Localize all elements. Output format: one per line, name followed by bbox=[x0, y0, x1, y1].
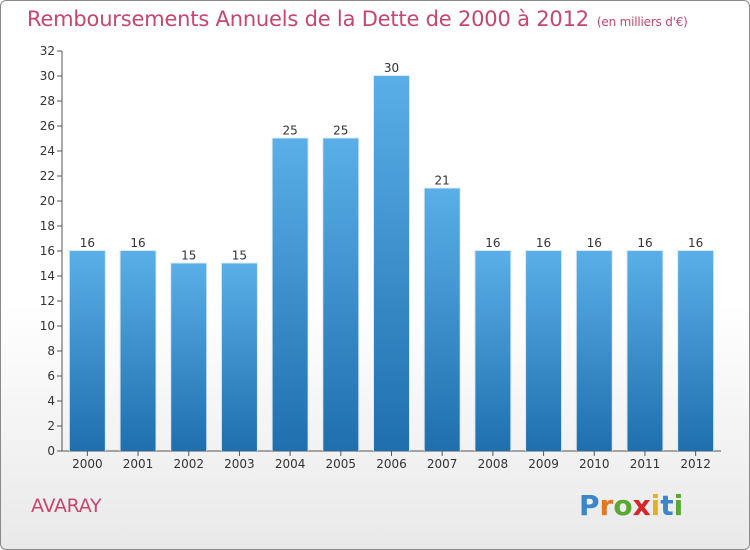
y-tick-label: 24 bbox=[40, 144, 55, 158]
bar-value-label: 16 bbox=[80, 236, 95, 250]
logo-letter: r bbox=[599, 489, 614, 522]
y-tick-label: 28 bbox=[40, 94, 55, 108]
logo-letter: P bbox=[579, 489, 600, 522]
bar bbox=[120, 251, 156, 451]
x-tick-label: 2008 bbox=[478, 457, 509, 471]
x-tick-label: 2011 bbox=[630, 457, 661, 471]
y-tick-label: 12 bbox=[40, 294, 55, 308]
y-tick-label: 8 bbox=[47, 344, 55, 358]
x-tick-label: 2007 bbox=[427, 457, 458, 471]
bar bbox=[678, 251, 714, 451]
y-tick-label: 6 bbox=[47, 369, 55, 383]
x-tick-label: 2000 bbox=[72, 457, 103, 471]
logo-letter: i bbox=[650, 489, 661, 522]
bar-value-label: 25 bbox=[282, 124, 297, 138]
bar-value-label: 16 bbox=[587, 236, 602, 250]
bar bbox=[272, 138, 308, 451]
x-tick-label: 2012 bbox=[680, 457, 711, 471]
chart-title-text: Remboursements Annuels de la Dette de 20… bbox=[27, 7, 589, 31]
bar-value-label: 15 bbox=[232, 249, 247, 263]
bar-value-label: 16 bbox=[637, 236, 652, 250]
y-tick-label: 4 bbox=[47, 394, 55, 408]
logo-letter: o bbox=[613, 489, 633, 522]
bar bbox=[221, 263, 257, 451]
y-tick-label: 26 bbox=[40, 119, 55, 133]
y-tick-label: 32 bbox=[40, 44, 55, 58]
x-tick-label: 2010 bbox=[579, 457, 610, 471]
y-tick-label: 10 bbox=[40, 319, 55, 333]
bar-value-label: 30 bbox=[384, 61, 399, 75]
y-tick-label: 16 bbox=[40, 244, 55, 258]
bar bbox=[475, 251, 511, 451]
x-tick-label: 2009 bbox=[528, 457, 559, 471]
bar bbox=[69, 251, 105, 451]
bar bbox=[526, 251, 562, 451]
x-tick-label: 2001 bbox=[123, 457, 154, 471]
bar-value-label: 16 bbox=[536, 236, 551, 250]
y-tick-label: 2 bbox=[47, 419, 55, 433]
bar bbox=[323, 138, 359, 451]
x-tick-label: 2003 bbox=[224, 457, 255, 471]
bar bbox=[627, 251, 663, 451]
logo-letter: t bbox=[660, 489, 674, 522]
x-tick-label: 2005 bbox=[326, 457, 357, 471]
y-tick-label: 18 bbox=[40, 219, 55, 233]
x-tick-label: 2002 bbox=[173, 457, 204, 471]
bar bbox=[424, 188, 460, 451]
y-tick-label: 30 bbox=[40, 69, 55, 83]
bar bbox=[576, 251, 612, 451]
bar-value-label: 21 bbox=[435, 174, 450, 188]
bar-value-label: 16 bbox=[130, 236, 145, 250]
y-tick-label: 22 bbox=[40, 169, 55, 183]
commune-name: AVARAY bbox=[31, 495, 102, 517]
y-tick-label: 20 bbox=[40, 194, 55, 208]
logo-letter: x bbox=[632, 489, 651, 522]
bar bbox=[374, 76, 409, 451]
bar bbox=[171, 263, 207, 451]
y-tick-label: 14 bbox=[40, 269, 55, 283]
bar-value-label: 25 bbox=[333, 124, 348, 138]
chart-title: Remboursements Annuels de la Dette de 20… bbox=[27, 7, 688, 31]
bar-value-label: 16 bbox=[485, 236, 500, 250]
y-tick-label: 0 bbox=[47, 444, 55, 458]
chart-unit: (en milliers d'€) bbox=[596, 15, 688, 29]
logo-letter: i bbox=[673, 489, 684, 522]
bar-value-label: 15 bbox=[181, 249, 196, 263]
x-tick-label: 2006 bbox=[376, 457, 407, 471]
x-tick-label: 2004 bbox=[275, 457, 306, 471]
bar-value-label: 16 bbox=[688, 236, 703, 250]
proxiti-logo: Proxiti bbox=[579, 489, 683, 522]
